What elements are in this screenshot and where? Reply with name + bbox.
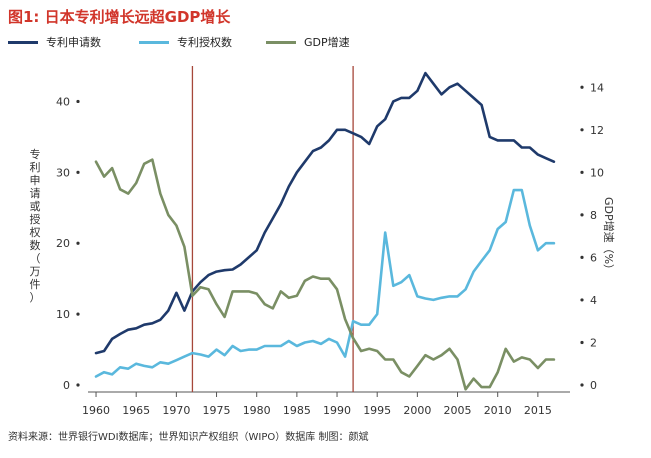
legend-label-gdp: GDP增速 [304,36,350,49]
legend-item-grants: 专利授权数 [139,33,232,51]
left-tick-dot [76,99,80,104]
x-tick-label: 1965 [122,404,150,417]
left-tick-label: 0 [63,379,70,392]
right-tick-label: 4 [590,294,597,307]
right-axis-title: GDP增速（%） [602,197,616,275]
right-tick-label: 2 [590,336,597,349]
right-tick-label: 6 [590,251,597,264]
left-tick-dot [76,170,80,174]
right-tick-label: 12 [590,124,604,137]
x-tick-label: 1985 [283,404,311,417]
series-line-applications [94,71,556,355]
left-tick-label: 20 [56,237,70,250]
right-tick-label: 14 [590,81,604,94]
x-tick-label: 2000 [403,404,431,417]
left-tick-label: 40 [56,95,70,108]
left-tick-label: 30 [56,166,70,179]
x-tick-label: 1980 [243,404,271,417]
left-tick-dot [76,241,80,245]
legend-swatch-gdp [266,40,296,44]
legend-item-gdp: GDP增速 [266,33,350,51]
x-tick-label: 1970 [162,404,190,417]
series-line-grants [94,188,556,378]
right-tick-dot [580,383,584,387]
right-tick-label: 8 [590,209,597,222]
legend-item-applications: 专利申请数 [8,33,101,51]
x-tick-label: 1960 [82,404,110,417]
legend-swatch-grants [139,40,169,44]
right-tick-dot [580,85,584,89]
left-axis-title: 专利申请或授权数（万件） [30,147,41,304]
x-tick-label: 1975 [203,404,231,417]
source-note: 资料来源：世界银行WDI数据库；世界知识产权组织（WIPO）数据库 制图：颜斌 [8,432,369,443]
legend-swatch-applications [8,40,38,44]
left-tick-dot [76,383,80,387]
series-line-gdp [94,158,556,391]
x-tick-label: 1995 [363,404,391,417]
right-tick-dot [580,255,584,259]
right-tick-dot [580,128,584,132]
right-tick-dot [580,170,584,174]
legend-label-applications: 专利申请数 [46,36,101,49]
right-tick-dot [580,298,584,302]
right-tick-label: 0 [590,379,597,392]
right-tick-label: 10 [590,166,604,179]
x-tick-label: 1990 [323,404,351,417]
left-tick-dot [76,312,80,316]
right-tick-dot [580,213,584,217]
right-tick-dot [580,340,584,345]
legend-label-grants: 专利授权数 [177,36,232,49]
left-tick-label: 10 [56,308,70,321]
x-tick-label: 2005 [444,404,472,417]
legend: 专利申请数 专利授权数 GDP增速 [8,33,608,51]
x-tick-label: 2010 [484,404,512,417]
chart-title: 图1: 日本专利增长远超GDP增长 [8,8,231,26]
x-tick-label: 2015 [524,404,552,417]
